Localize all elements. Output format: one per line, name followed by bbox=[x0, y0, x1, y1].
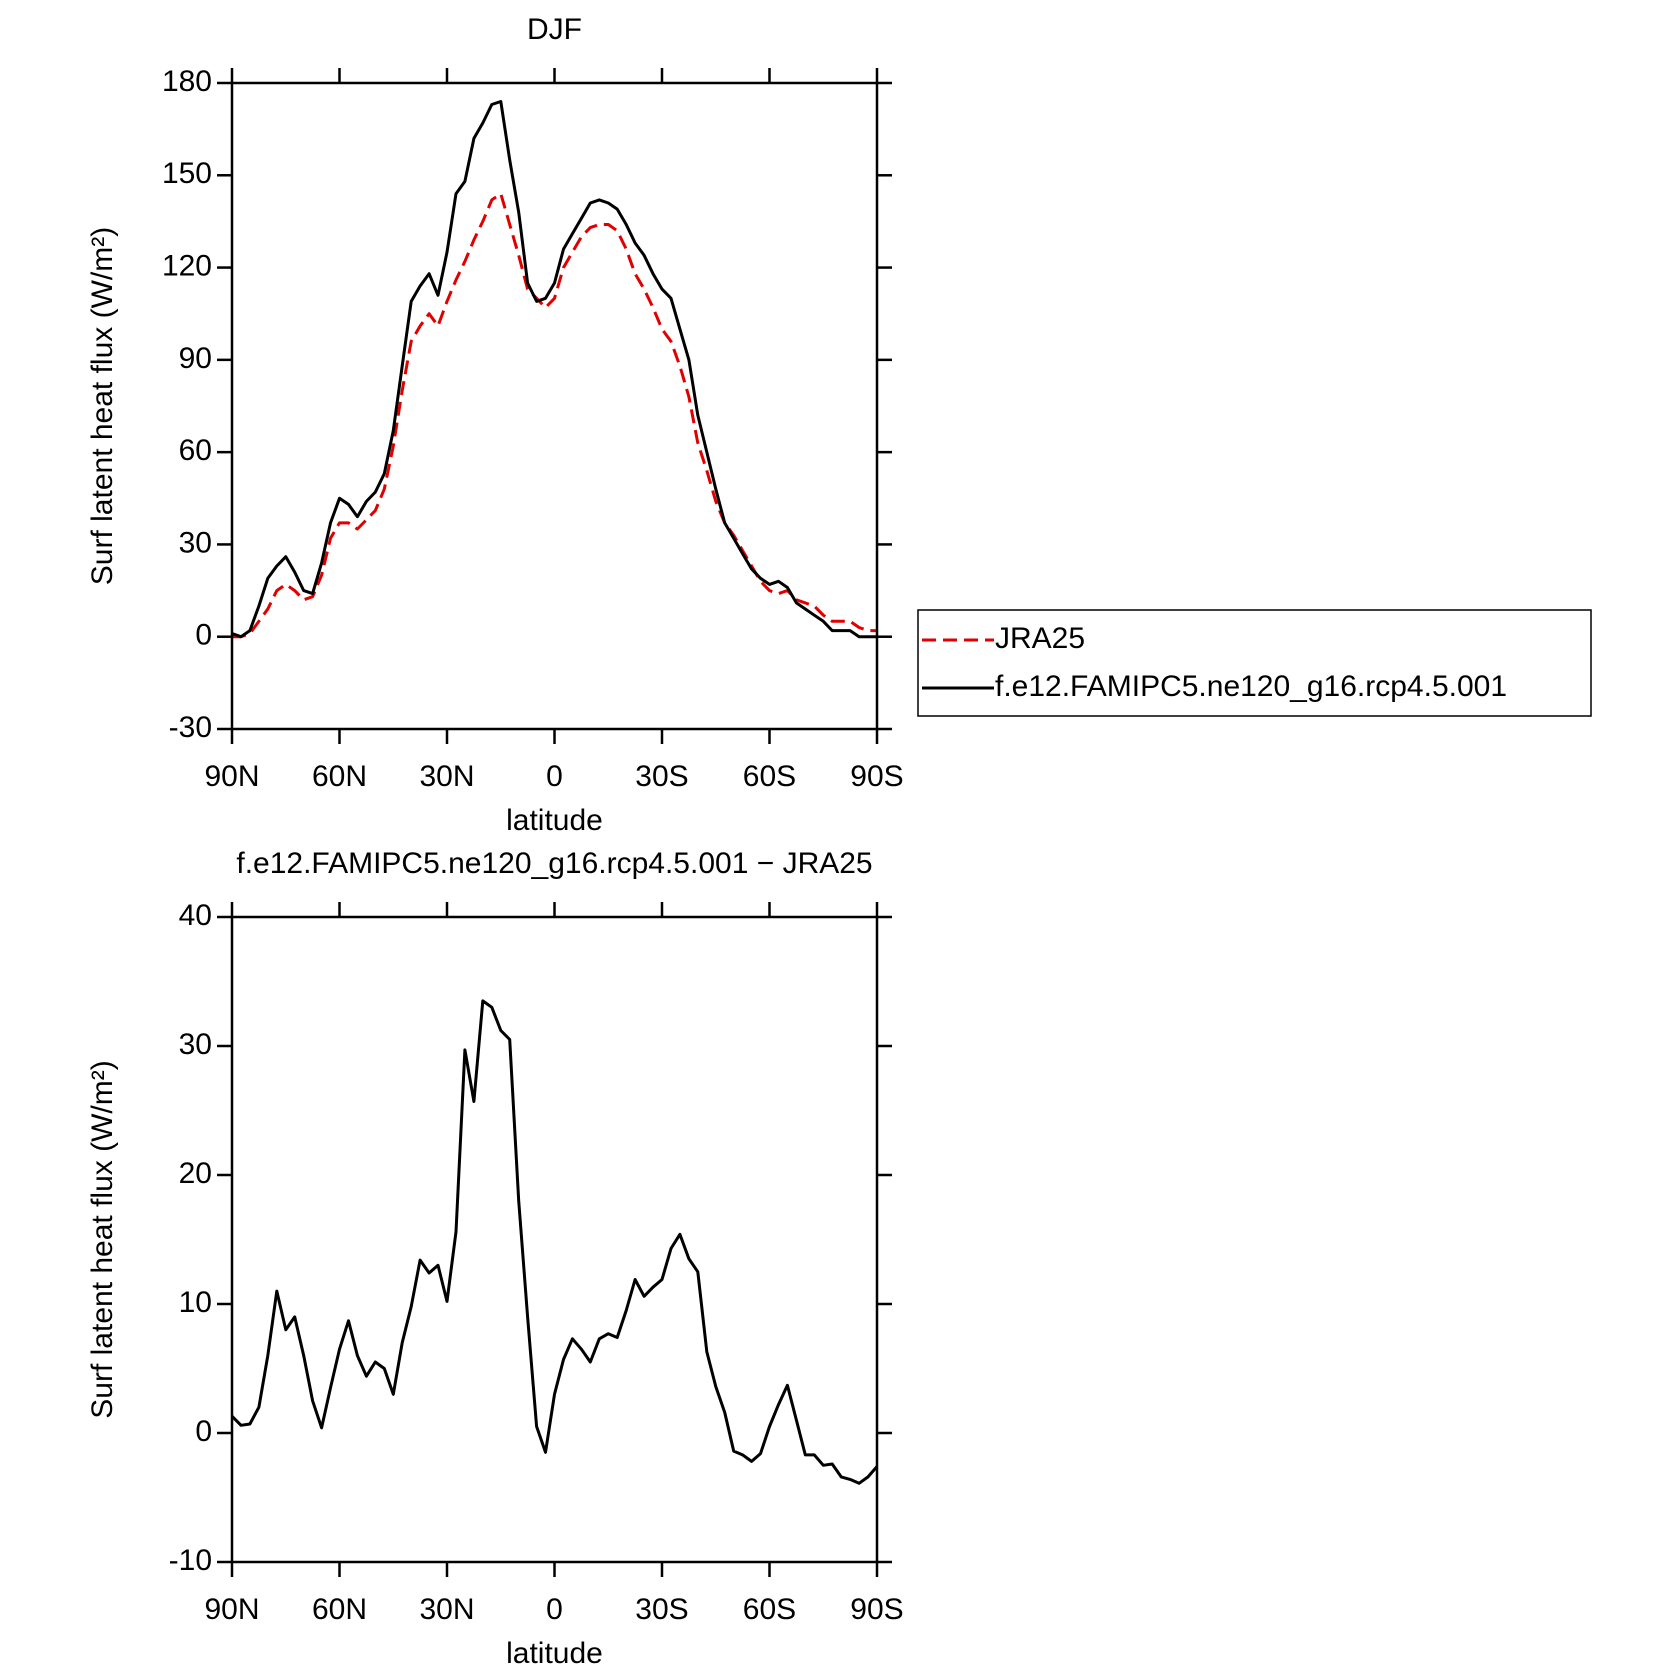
y-tick-label: 30 bbox=[179, 1028, 212, 1061]
plot-frame bbox=[230, 81, 879, 731]
data-line bbox=[231, 100, 877, 639]
y-tick-label: 40 bbox=[179, 899, 212, 932]
x-tick-label: 0 bbox=[546, 1593, 563, 1626]
x-tick-label: 60N bbox=[312, 760, 367, 793]
x-axis-label: latitude bbox=[506, 1637, 603, 1669]
y-tick-label: 0 bbox=[195, 619, 212, 652]
x-tick-label: 90N bbox=[204, 1593, 259, 1626]
y-tick-label: 30 bbox=[179, 526, 212, 559]
legend-box bbox=[917, 609, 1592, 717]
x-tick-label: 90N bbox=[204, 760, 259, 793]
x-tick-label: 30N bbox=[419, 760, 474, 793]
y-tick-label: 20 bbox=[179, 1157, 212, 1190]
data-line bbox=[232, 192, 877, 639]
y-axis-label: Surf latent heat flux (W/m²) bbox=[86, 227, 119, 585]
y-tick-label: 120 bbox=[162, 249, 212, 282]
legend-label: f.e12.FAMIPC5.ne120_g16.rcp4.5.001 bbox=[995, 670, 1507, 703]
y-tick-label: -30 bbox=[169, 711, 212, 744]
chart-title: DJF bbox=[527, 13, 582, 46]
y-tick-label: 0 bbox=[195, 1415, 212, 1448]
y-tick-label: 150 bbox=[162, 157, 212, 190]
y-tick-label: -10 bbox=[169, 1544, 212, 1577]
x-tick-label: 30S bbox=[635, 1593, 688, 1626]
y-tick-label: 60 bbox=[179, 434, 212, 467]
y-axis-label: Surf latent heat flux (W/m²) bbox=[86, 1060, 119, 1418]
x-tick-label: 90S bbox=[850, 760, 903, 793]
x-tick-label: 30N bbox=[419, 1593, 474, 1626]
data-line bbox=[230, 999, 879, 1485]
legend-label: JRA25 bbox=[995, 622, 1085, 655]
plot-frame bbox=[230, 915, 879, 1564]
y-tick-label: 90 bbox=[179, 342, 212, 375]
x-axis-label: latitude bbox=[506, 804, 603, 837]
x-tick-label: 60N bbox=[312, 1593, 367, 1626]
x-tick-label: 60S bbox=[743, 760, 796, 793]
x-tick-label: 0 bbox=[546, 760, 563, 793]
x-tick-label: 30S bbox=[635, 760, 688, 793]
y-tick-label: 180 bbox=[162, 65, 212, 98]
x-tick-label: 60S bbox=[743, 1593, 796, 1626]
x-tick-label: 90S bbox=[850, 1593, 903, 1626]
chart-title: f.e12.FAMIPC5.ne120_g16.rcp4.5.001 − JRA… bbox=[236, 847, 872, 880]
y-tick-label: 10 bbox=[179, 1286, 212, 1319]
